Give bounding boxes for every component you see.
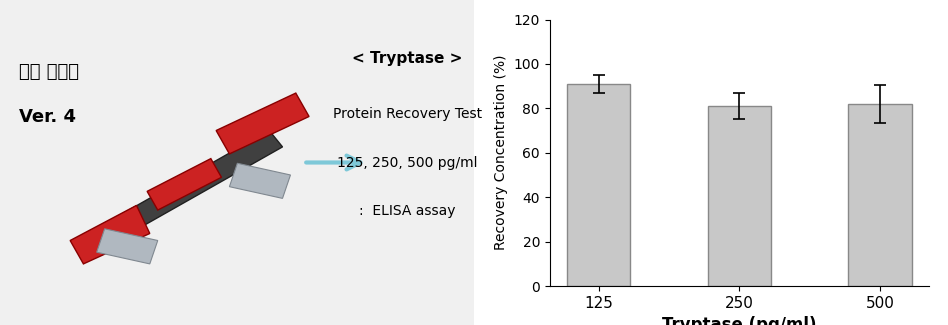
Y-axis label: Recovery Concentration (%): Recovery Concentration (%) xyxy=(494,55,508,251)
Text: < Tryptase >: < Tryptase > xyxy=(353,51,463,66)
Polygon shape xyxy=(216,93,309,154)
Text: 125, 250, 500 pg/ml: 125, 250, 500 pg/ml xyxy=(337,155,478,170)
Bar xyxy=(708,106,771,286)
Bar xyxy=(567,84,630,286)
Polygon shape xyxy=(83,131,283,252)
Text: Ver. 4: Ver. 4 xyxy=(19,108,76,126)
Text: Protein Recovery Test: Protein Recovery Test xyxy=(333,107,483,121)
FancyArrowPatch shape xyxy=(306,156,360,169)
X-axis label: Tryptase (pg/ml): Tryptase (pg/ml) xyxy=(663,316,816,325)
Polygon shape xyxy=(70,205,150,264)
Polygon shape xyxy=(147,159,222,210)
Text: 콧물 채취기: 콧물 채취기 xyxy=(19,62,79,81)
Polygon shape xyxy=(97,229,157,264)
Text: :  ELISA assay: : ELISA assay xyxy=(359,204,456,218)
Polygon shape xyxy=(229,163,290,198)
Bar xyxy=(848,104,912,286)
